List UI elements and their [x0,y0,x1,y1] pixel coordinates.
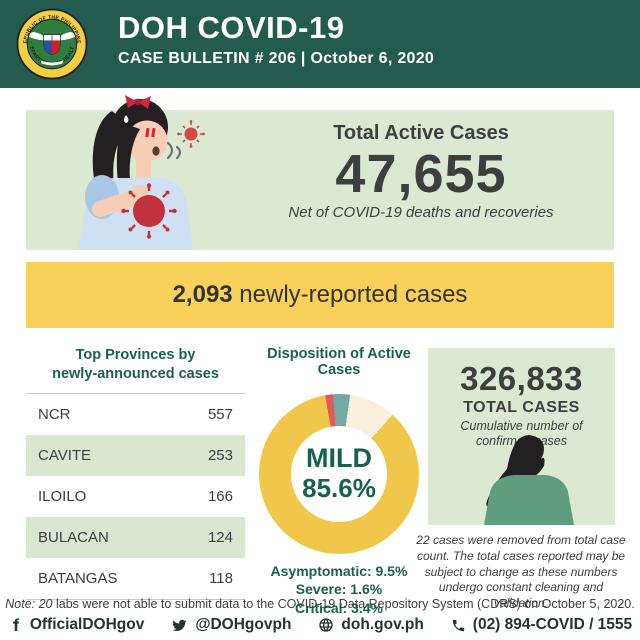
new-cases-banner: 2,093 newly-reported cases [26,262,614,328]
breakdown-critical: Critical: 3.4% [295,599,383,616]
total-cases-panel: 326,833 TOTAL CASES Cumulative number of… [428,348,615,525]
coughing-woman-illustration [78,95,205,250]
donut-center-value: 85.6% [302,472,376,503]
phone-icon [452,619,464,631]
disposition-breakdown: Asymptomatic: 9.5% Severe: 1.6% Critical… [251,562,427,617]
header-bar: REPUBLIC OF THE PHILIPPINES DEPARTMENT O… [0,0,640,88]
disposition-donut: MILD 85.6% [259,394,419,554]
province-value: 124 [207,528,233,546]
donut-center-label: MILD [306,443,372,474]
top-provinces-title: Top Provinces by newly-announced cases [52,347,219,382]
breakdown-severe: Severe: 1.6% [295,581,383,598]
twitter-link[interactable]: @DOHgovph [171,616,291,634]
facebook-link[interactable]: OfficialDOHgov [8,616,145,634]
active-cases-label: Total Active Cases [333,122,509,144]
bulletin-title: DOH COVID-19 [118,10,345,45]
province-name: BATANGAS [38,569,118,587]
table-row: CAVITE 253 [26,434,245,476]
province-value: 253 [207,446,233,464]
website-url: doh.gov.ph [341,616,424,633]
province-name: BULACAN [38,528,109,546]
phone-contact[interactable]: (02) 894-COVID / 1555 [451,616,632,634]
province-value: 118 [209,569,233,587]
table-row: ILOILO 166 [26,476,245,517]
doh-seal-logo: REPUBLIC OF THE PHILIPPINES DEPARTMENT O… [16,8,88,80]
breakdown-asymptomatic: Asymptomatic: 9.5% [270,563,408,579]
globe-icon [319,618,334,632]
disposition-section: Disposition of Active Cases MILD 85.6% A… [251,346,427,617]
total-cases-note: 22 cases were removed from total case co… [416,533,626,611]
back-view-woman-illustration [484,434,574,525]
total-cases-label: TOTAL CASES [463,399,580,416]
provinces-table: NCR 557 CAVITE 253 ILOILO 166 BULACAN 12… [26,392,245,600]
province-name: NCR [38,405,71,423]
website-link[interactable]: doh.gov.ph [318,616,424,634]
new-cases-value: 2,093 [172,281,233,308]
social-footer: OfficialDOHgov @DOHgovph doh.gov.ph (02)… [0,616,640,634]
active-cases-value: 47,655 [335,144,507,204]
new-cases-text: newly-reported cases [232,281,468,308]
phone-number: (02) 894-COVID / 1555 [472,616,633,633]
table-row: NCR 557 [26,394,245,435]
top-provinces-section: Top Provinces by newly-announced cases N… [26,346,245,600]
province-name: ILOILO [38,487,87,505]
province-name: CAVITE [38,446,92,464]
total-cases-value: 326,833 [460,360,583,397]
province-value: 166 [207,487,233,505]
active-cases-subtext: Net of COVID-19 deaths and recoveries [288,204,554,222]
donut-center: MILD 85.6% [291,426,387,522]
twitter-handle: @DOHgovph [195,616,292,633]
table-row: BATANGAS 118 [26,558,245,599]
footnote: Note: 20 labs were not able to submit da… [0,597,640,611]
bulletin-subtitle: CASE BULLETIN # 206 | October 6, 2020 [118,50,435,68]
footnote-text: labs were not able to submit data to the… [52,597,635,611]
province-value: 557 [207,405,233,423]
footnote-prefix: Note: 20 [5,597,53,611]
facebook-icon [12,617,19,631]
table-row: BULACAN 124 [26,516,245,558]
facebook-handle: OfficialDOHgov [29,616,145,633]
disposition-title: Disposition of Active Cases [267,346,411,378]
twitter-icon [172,619,187,631]
